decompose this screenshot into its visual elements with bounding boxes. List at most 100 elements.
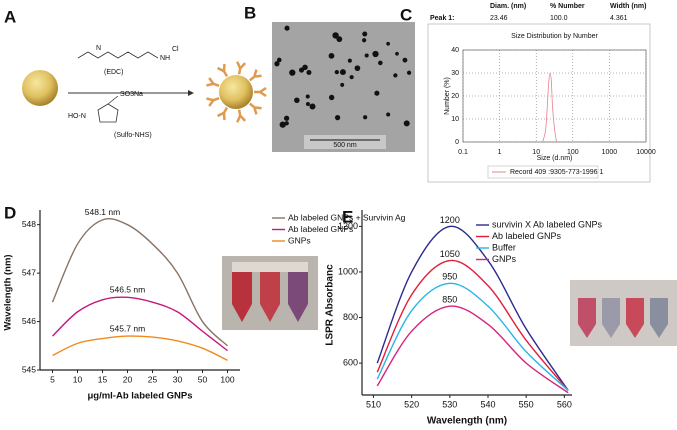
legend-label: Ab labeled GNPs + Survivin Ag: [288, 212, 406, 222]
tube: [260, 266, 280, 322]
data-label: 1200: [440, 215, 460, 225]
series-line: [376, 259, 569, 391]
antibody: [216, 106, 229, 121]
nanoparticle: [347, 58, 352, 63]
y-axis-label: Wavelength (nm): [3, 254, 14, 330]
x-tick-label: 10: [73, 374, 83, 384]
chart-title: Size Distribution by Number: [511, 33, 598, 40]
y-tick-label: 20: [451, 93, 459, 100]
x-tick-label: 10000: [636, 149, 656, 156]
panel-label: E: [342, 207, 353, 226]
antibody: [206, 77, 220, 88]
y-tick-label: 800: [343, 312, 358, 322]
antibody: [248, 102, 262, 115]
legend-box: [487, 165, 599, 179]
panel-label: C: [400, 5, 412, 24]
legend-label: GNPs: [492, 254, 517, 264]
table-cell: 23.46: [490, 15, 508, 22]
nanoparticle: [363, 115, 368, 120]
nanoparticle: [403, 120, 410, 127]
atom: NH: [160, 55, 170, 62]
tube: [626, 298, 644, 338]
nanoparticle: [284, 25, 290, 31]
y-tick-label: 40: [451, 47, 459, 54]
tube: [288, 266, 308, 322]
tube-caps: [232, 262, 308, 272]
antibodies: [206, 61, 267, 123]
reagent: (Sulfo-NHS): [114, 132, 152, 139]
y-tick-label: 30: [451, 70, 459, 77]
x-tick-label: 550: [519, 399, 534, 409]
nanoparticles: [274, 25, 412, 128]
x-tick-label: 100: [220, 374, 234, 384]
antibody: [248, 69, 262, 82]
tube: [232, 266, 252, 322]
legend-label: Buffer: [492, 242, 516, 252]
nanoparticle: [374, 90, 380, 96]
reagent: (EDC): [104, 69, 123, 76]
data-label: 548.1 nm: [85, 207, 120, 217]
x-tick-label: 0.1: [458, 149, 468, 156]
series-line: [376, 225, 569, 391]
chart: 600 800 1000 1200 510 520 530 540 550 560 Waveleng…: [325, 210, 603, 427]
nanoparticle: [283, 115, 290, 121]
data-label: 545.7 nm: [110, 323, 145, 333]
chart: Diam. (nm) % Number Width (nm) Peak 1: 23.46…: [430, 3, 656, 179]
nanoparticle: [284, 121, 289, 126]
chart-frame: [427, 23, 651, 183]
nanoparticle: [362, 38, 367, 43]
legend-label: GNPs: [288, 235, 311, 245]
x-tick-label: 5: [50, 374, 55, 384]
x-tick-label: 510: [366, 399, 381, 409]
table-cell: 100.0: [550, 15, 568, 22]
panel-label: D: [4, 203, 16, 222]
tube: [578, 298, 596, 338]
legend-label: Ab labeled GNPs: [492, 231, 562, 241]
table-cell: Peak 1:: [430, 15, 455, 22]
data-label: 850: [442, 295, 457, 305]
x-tick-label: 520: [404, 399, 419, 409]
nanoparticle: [279, 121, 286, 128]
y-tick-label: 1200: [338, 221, 358, 231]
photo: [222, 256, 318, 330]
data-label: 546.5 nm: [110, 285, 145, 295]
photo: [570, 280, 677, 346]
y-tick-label: 1000: [338, 266, 358, 276]
panel-label: A: [4, 7, 16, 26]
series-line: [376, 282, 569, 391]
x-tick-label: 15: [98, 374, 108, 384]
nanoparticle: [336, 36, 343, 43]
nanoparticle: [386, 112, 391, 117]
y-tick-label: 548: [22, 219, 36, 229]
nhs-structure: [97, 95, 119, 123]
x-tick-label: 30: [173, 374, 183, 384]
nanoparticle: [339, 69, 346, 76]
x-tick-label: 530: [442, 399, 457, 409]
x-tick-label: 50: [198, 374, 208, 384]
scheme: N NH Cl (EDC) SO3Na HO-N (Sulfo-NHS): [22, 45, 267, 139]
nanoparticle: [378, 60, 383, 66]
series-line: [542, 72, 557, 143]
nanoparticle: [372, 50, 379, 58]
tem-background: [272, 22, 415, 152]
y-tick-label: 547: [22, 267, 36, 277]
gold-particle: [22, 70, 58, 106]
y-tick-label: 546: [22, 316, 36, 326]
x-tick-label: 25: [148, 374, 158, 384]
x-tick-label: 1000: [602, 149, 618, 156]
x-tick-label: 10: [532, 149, 540, 156]
nanoparticle: [274, 61, 280, 67]
nanoparticle: [305, 102, 310, 107]
table-header: Diam. (nm): [490, 3, 526, 10]
y-tick-label: 545: [22, 364, 36, 374]
x-tick-label: 560: [557, 399, 572, 409]
table-header: Width (nm): [610, 3, 646, 10]
data-label: 1050: [440, 249, 460, 259]
nanoparticle: [393, 73, 398, 78]
nanoparticle: [402, 57, 408, 63]
atom: N: [96, 45, 101, 52]
antibody: [236, 61, 247, 75]
x-axis-label: μg/ml-Ab labeled GNPs: [87, 391, 192, 402]
y-tick-label: 600: [343, 357, 358, 367]
antibody: [216, 63, 229, 78]
